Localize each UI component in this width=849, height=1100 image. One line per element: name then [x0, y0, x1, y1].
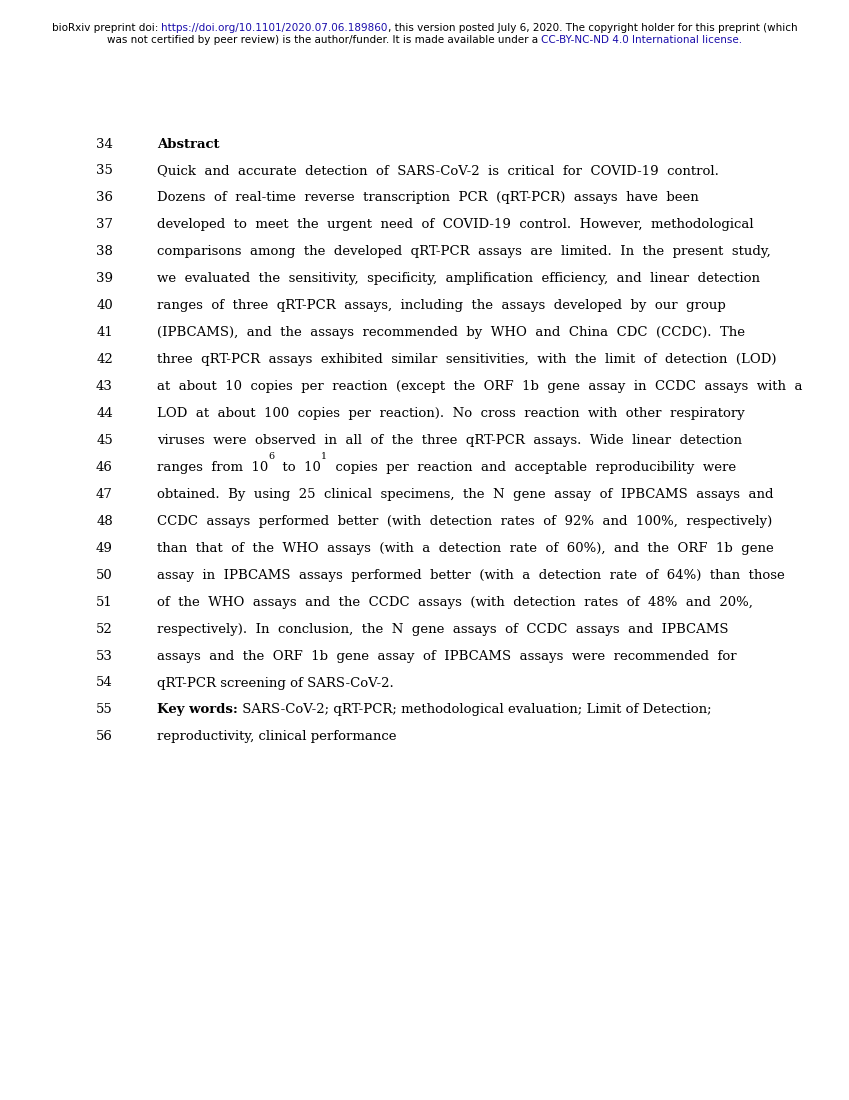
Text: 41: 41 — [96, 326, 113, 339]
Text: 1: 1 — [321, 452, 328, 461]
Text: 39: 39 — [96, 273, 113, 285]
Text: 49: 49 — [96, 541, 113, 554]
Text: , this version posted July 6, 2020. The copyright holder for this preprint (whic: , this version posted July 6, 2020. The … — [388, 23, 797, 33]
Text: Abstract: Abstract — [157, 138, 220, 151]
Text: Dozens  of  real-time  reverse  transcription  PCR  (qRT-PCR)  assays  have  bee: Dozens of real-time reverse transcriptio… — [157, 191, 699, 205]
Text: three  qRT-PCR  assays  exhibited  similar  sensitivities,  with  the  limit  of: three qRT-PCR assays exhibited similar s… — [157, 353, 777, 366]
Text: 45: 45 — [96, 434, 113, 447]
Text: CC-BY-NC-ND 4.0 International license.: CC-BY-NC-ND 4.0 International license. — [541, 35, 742, 45]
Text: 34: 34 — [96, 138, 113, 151]
Text: respectively).  In  conclusion,  the  N  gene  assays  of  CCDC  assays  and  IP: respectively). In conclusion, the N gene… — [157, 623, 728, 636]
Text: 55: 55 — [96, 704, 113, 716]
Text: assay  in  IPBCAMS  assays  performed  better  (with  a  detection  rate  of  64: assay in IPBCAMS assays performed better… — [157, 569, 784, 582]
Text: Key words:: Key words: — [157, 704, 238, 716]
Text: ranges  of  three  qRT-PCR  assays,  including  the  assays  developed  by  our : ranges of three qRT-PCR assays, includin… — [157, 299, 726, 312]
Text: 47: 47 — [96, 488, 113, 501]
Text: CCDC  assays  performed  better  (with  detection  rates  of  92%  and  100%,  r: CCDC assays performed better (with detec… — [157, 515, 773, 528]
Text: than  that  of  the  WHO  assays  (with  a  detection  rate  of  60%),  and  the: than that of the WHO assays (with a dete… — [157, 541, 773, 554]
Text: 56: 56 — [96, 730, 113, 744]
Text: 35: 35 — [96, 164, 113, 177]
Text: obtained.  By  using  25  clinical  specimens,  the  N  gene  assay  of  IPBCAMS: obtained. By using 25 clinical specimens… — [157, 488, 773, 501]
Text: Quick  and  accurate  detection  of  SARS-CoV-2  is  critical  for  COVID-19  co: Quick and accurate detection of SARS-CoV… — [157, 164, 719, 177]
Text: copies  per  reaction  and  acceptable  reproducibility  were: copies per reaction and acceptable repro… — [328, 461, 736, 474]
Text: viruses  were  observed  in  all  of  the  three  qRT-PCR  assays.  Wide  linear: viruses were observed in all of the thre… — [157, 434, 742, 447]
Text: 48: 48 — [96, 515, 113, 528]
Text: of  the  WHO  assays  and  the  CCDC  assays  (with  detection  rates  of  48%  : of the WHO assays and the CCDC assays (w… — [157, 596, 753, 608]
Text: 54: 54 — [96, 676, 113, 690]
Text: 50: 50 — [96, 569, 113, 582]
Text: SARS-CoV-2; qRT-PCR; methodological evaluation; Limit of Detection;: SARS-CoV-2; qRT-PCR; methodological eval… — [238, 704, 711, 716]
Text: reproductivity, clinical performance: reproductivity, clinical performance — [157, 730, 396, 744]
Text: https://doi.org/10.1101/2020.07.06.189860: https://doi.org/10.1101/2020.07.06.18986… — [161, 23, 388, 33]
Text: 36: 36 — [96, 191, 113, 205]
Text: to  10: to 10 — [274, 461, 321, 474]
Text: 53: 53 — [96, 649, 113, 662]
Text: (IPBCAMS),  and  the  assays  recommended  by  WHO  and  China  CDC  (CCDC).  Th: (IPBCAMS), and the assays recommended by… — [157, 326, 745, 339]
Text: 52: 52 — [96, 623, 113, 636]
Text: comparisons  among  the  developed  qRT-PCR  assays  are  limited.  In  the  pre: comparisons among the developed qRT-PCR … — [157, 245, 771, 258]
Text: LOD  at  about  100  copies  per  reaction).  No  cross  reaction  with  other  : LOD at about 100 copies per reaction). N… — [157, 407, 745, 420]
Text: at  about  10  copies  per  reaction  (except  the  ORF  1b  gene  assay  in  CC: at about 10 copies per reaction (except … — [157, 381, 802, 393]
Text: 43: 43 — [96, 381, 113, 393]
Text: was not certified by peer review) is the author/funder. It is made available und: was not certified by peer review) is the… — [107, 35, 541, 45]
Text: qRT-PCR screening of SARS-CoV-2.: qRT-PCR screening of SARS-CoV-2. — [157, 676, 394, 690]
Text: developed  to  meet  the  urgent  need  of  COVID-19  control.  However,  method: developed to meet the urgent need of COV… — [157, 218, 754, 231]
Text: bioRxiv preprint doi:: bioRxiv preprint doi: — [52, 23, 161, 33]
Text: 40: 40 — [96, 299, 113, 312]
Text: 6: 6 — [268, 452, 274, 461]
Text: we  evaluated  the  sensitivity,  specificity,  amplification  efficiency,  and : we evaluated the sensitivity, specificit… — [157, 273, 760, 285]
Text: 44: 44 — [96, 407, 113, 420]
Text: 37: 37 — [96, 218, 113, 231]
Text: ranges  from  10: ranges from 10 — [157, 461, 268, 474]
Text: 51: 51 — [96, 596, 113, 608]
Text: 42: 42 — [96, 353, 113, 366]
Text: 38: 38 — [96, 245, 113, 258]
Text: 46: 46 — [96, 461, 113, 474]
Text: assays  and  the  ORF  1b  gene  assay  of  IPBCAMS  assays  were  recommended  : assays and the ORF 1b gene assay of IPBC… — [157, 649, 737, 662]
